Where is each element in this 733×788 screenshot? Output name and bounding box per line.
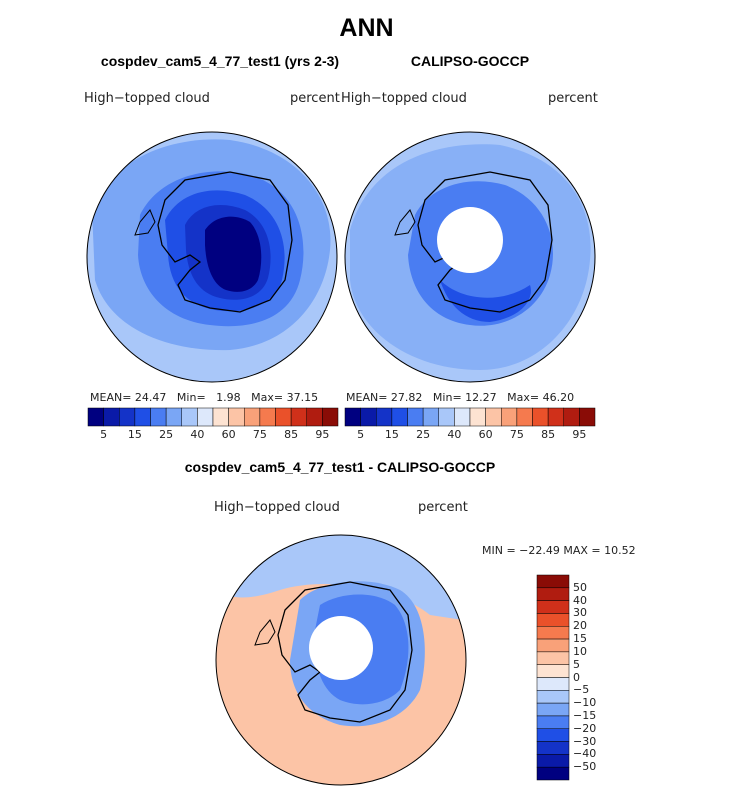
colorbar-swatch bbox=[259, 407, 276, 427]
colorbar-tick-label: 5 bbox=[573, 657, 580, 671]
colorbar-swatch bbox=[536, 638, 570, 653]
colorbar-swatch bbox=[87, 407, 104, 427]
colorbar-swatch bbox=[469, 407, 486, 427]
colorbar-tick-label: 95 bbox=[315, 428, 330, 441]
colorbar-swatch bbox=[376, 407, 393, 427]
colorbar-tick-label: 15 bbox=[573, 632, 587, 646]
panel2-units-label: percent bbox=[548, 91, 598, 106]
colorbar-swatch bbox=[391, 407, 408, 427]
colorbar-swatch bbox=[244, 407, 261, 427]
colorbar-tick-label: 75 bbox=[509, 428, 524, 441]
colorbar-swatch bbox=[536, 600, 570, 614]
colorbar-swatch bbox=[536, 741, 570, 755]
colorbar-panel2 bbox=[344, 407, 596, 427]
colorbar-tick-label: −20 bbox=[573, 721, 597, 735]
panel2-stats: MEAN= 27.82 Min= 12.27 Max= 46.20 bbox=[346, 391, 575, 404]
colorbar-tick-label: 5 bbox=[100, 428, 108, 441]
colorbar-tick-label: 85 bbox=[284, 428, 299, 441]
colorbar-swatch bbox=[536, 626, 570, 640]
diff-units-label: percent bbox=[418, 500, 468, 515]
colorbar-tick-label: −40 bbox=[573, 747, 597, 761]
colorbar-swatch bbox=[536, 613, 570, 627]
colorbar-swatch bbox=[563, 407, 580, 427]
diff-panel-title: cospdev_cam5_4_77_test1 - CALIPSO-GOCCP bbox=[184, 459, 496, 475]
colorbar-tick-label: 20 bbox=[573, 619, 587, 633]
colorbar-swatch bbox=[454, 407, 471, 427]
colorbar-swatch bbox=[407, 407, 424, 427]
colorbar-swatch bbox=[579, 407, 596, 427]
colorbar-tick-label: 25 bbox=[416, 428, 431, 441]
colorbar-tick-label: −15 bbox=[573, 708, 597, 722]
colorbar-tick-label: 15 bbox=[384, 428, 399, 441]
colorbar-tick-label: 25 bbox=[159, 428, 174, 441]
colorbar-swatch bbox=[501, 407, 518, 427]
colorbar-swatch bbox=[103, 407, 120, 427]
panel2-title: CALIPSO-GOCCP bbox=[410, 53, 530, 69]
colorbar-tick-label: 60 bbox=[478, 428, 493, 441]
colorbar-tick-label: 40 bbox=[190, 428, 205, 441]
colorbar-tick-label: 15 bbox=[127, 428, 142, 441]
colorbar-tick-label: 0 bbox=[573, 670, 580, 684]
colorbar-swatch bbox=[536, 651, 570, 665]
colorbar-swatch bbox=[516, 407, 533, 427]
colorbar-tick-label: 5 bbox=[357, 428, 365, 441]
colorbar-tick-label: 40 bbox=[573, 593, 587, 607]
colorbar-swatch bbox=[344, 407, 361, 427]
colorbar-tick-label: −10 bbox=[573, 696, 597, 710]
panel1-units-label: percent bbox=[290, 91, 340, 106]
colorbar-swatch bbox=[536, 754, 570, 768]
colorbar-swatch bbox=[438, 407, 455, 427]
colorbar-swatch bbox=[536, 664, 570, 678]
colorbar-swatch bbox=[536, 587, 570, 601]
diff-minmax: MIN = −22.49 MAX = 10.52 bbox=[482, 544, 636, 557]
colorbar-swatch bbox=[290, 407, 307, 427]
colorbar-difference bbox=[536, 574, 570, 781]
panel1-title: cospdev_cam5_4_77_test1 (yrs 2-3) bbox=[100, 53, 340, 69]
colorbar-tick-label: −50 bbox=[573, 760, 597, 774]
colorbar-tick-label: 60 bbox=[221, 428, 236, 441]
colorbar-swatch bbox=[275, 407, 292, 427]
colorbar-swatch bbox=[536, 766, 570, 781]
colorbar-swatch bbox=[165, 407, 182, 427]
diff-variable-label: High−topped cloud bbox=[214, 500, 340, 515]
colorbar-swatch bbox=[422, 407, 439, 427]
colorbar-swatch bbox=[536, 574, 570, 589]
colorbar-tick-label: 10 bbox=[573, 644, 587, 658]
figure-title: ANN bbox=[339, 14, 394, 42]
colorbar-tick-label: 75 bbox=[252, 428, 267, 441]
colorbar-swatch bbox=[547, 407, 564, 427]
colorbar-swatch bbox=[536, 690, 570, 704]
colorbar-swatch bbox=[322, 407, 339, 427]
colorbar-swatch bbox=[134, 407, 151, 427]
colorbar-swatch bbox=[536, 702, 570, 717]
colorbar-tick-label: 30 bbox=[573, 606, 587, 620]
colorbar-swatch bbox=[306, 407, 323, 427]
panel1-variable-label: High−topped cloud bbox=[84, 91, 210, 106]
colorbar-tick-label: −30 bbox=[573, 734, 597, 748]
colorbar-swatch bbox=[536, 728, 570, 742]
colorbar-swatch bbox=[197, 407, 214, 427]
panel2-variable-label: High−topped cloud bbox=[341, 91, 467, 106]
colorbar-swatch bbox=[536, 715, 570, 729]
colorbar-swatch bbox=[181, 407, 198, 427]
colorbar-tick-label: 85 bbox=[541, 428, 556, 441]
colorbar-swatch bbox=[536, 677, 570, 691]
colorbar-tick-label: 95 bbox=[572, 428, 587, 441]
colorbar-swatch bbox=[228, 407, 245, 427]
colorbar-swatch bbox=[360, 407, 377, 427]
colorbar-swatch bbox=[150, 407, 167, 427]
colorbar-tick-label: −5 bbox=[573, 683, 590, 697]
panel1-stats: MEAN= 24.47 Min= 1.98 Max= 37.15 bbox=[90, 391, 319, 404]
colorbar-swatch bbox=[212, 407, 229, 427]
colorbar-tick-label: 50 bbox=[573, 580, 587, 594]
colorbar-tick-label: 40 bbox=[447, 428, 462, 441]
colorbar-panel1 bbox=[87, 407, 339, 427]
colorbar-swatch bbox=[119, 407, 136, 427]
colorbar-swatch bbox=[532, 407, 549, 427]
colorbar-swatch bbox=[485, 407, 502, 427]
